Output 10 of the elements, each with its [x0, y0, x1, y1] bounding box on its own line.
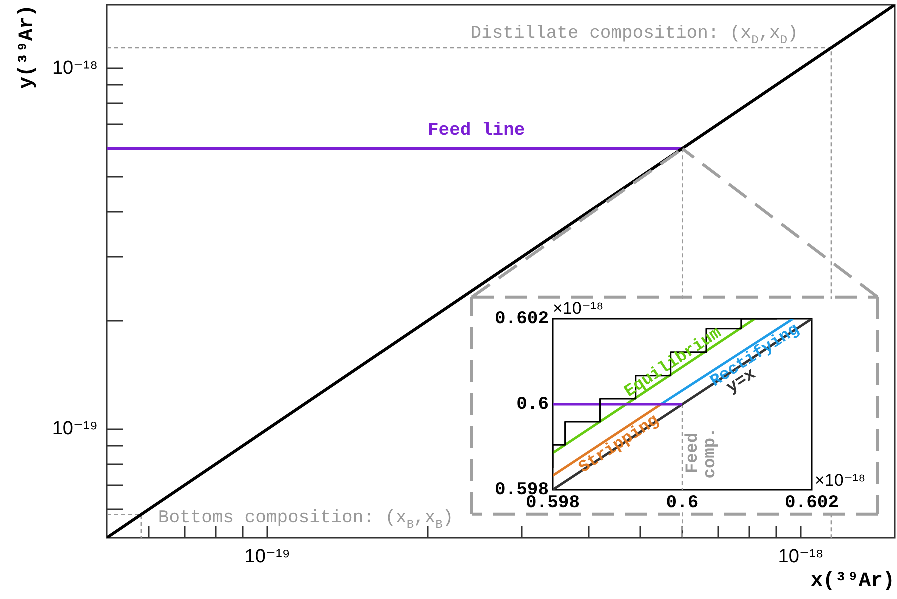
x-axis-title: ×10⁻¹⁸	[815, 471, 866, 490]
x-tick-label: 0.602	[784, 493, 840, 514]
y-axis-title: y(³⁹Ar)	[16, 5, 40, 90]
y-tick-label: 0.6	[516, 395, 549, 416]
y-axis-title: ×10⁻¹⁸	[553, 299, 604, 318]
y-tick-label: 0.602	[494, 310, 549, 330]
series-label: Feed line	[428, 121, 526, 142]
x-tick-label: 0.6	[666, 493, 699, 514]
x-axis-title: x(³⁹Ar)	[810, 570, 895, 594]
text: Feed comp.	[684, 428, 721, 479]
